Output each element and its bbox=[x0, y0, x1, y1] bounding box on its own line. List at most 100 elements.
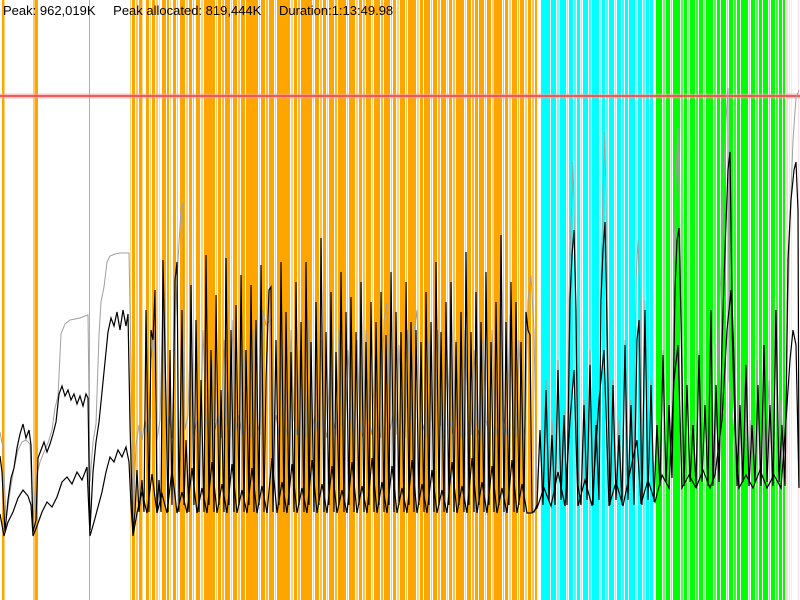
event-bar bbox=[487, 0, 491, 600]
event-bar bbox=[453, 0, 455, 600]
event-bar bbox=[663, 0, 665, 600]
event-bar bbox=[218, 0, 221, 600]
event-bar bbox=[35, 0, 38, 600]
event-bar bbox=[528, 0, 531, 600]
event-bar bbox=[717, 0, 720, 600]
event-bar bbox=[139, 0, 142, 600]
event-bar bbox=[146, 0, 149, 600]
peak-line-core bbox=[0, 95, 800, 97]
event-bar bbox=[581, 0, 582, 600]
event-bar bbox=[441, 0, 446, 600]
peak-stat: Peak: 962,019K bbox=[3, 3, 96, 18]
event-bar bbox=[132, 0, 135, 600]
event-bar bbox=[569, 0, 573, 600]
event-bar bbox=[756, 0, 758, 600]
event-bar bbox=[335, 0, 337, 600]
event-bar bbox=[180, 0, 185, 600]
event-bar bbox=[349, 0, 355, 600]
event-bar bbox=[650, 0, 653, 600]
event-bar bbox=[2, 0, 4, 600]
event-bar bbox=[397, 0, 399, 600]
event-bar bbox=[417, 0, 419, 600]
event-bar bbox=[356, 0, 358, 600]
event-bar bbox=[560, 0, 566, 600]
peak-allocated-stat: Peak allocated: 819,444K bbox=[113, 3, 262, 18]
event-bar bbox=[751, 0, 755, 600]
event-bar bbox=[690, 0, 695, 600]
event-bar bbox=[167, 0, 169, 600]
event-bar bbox=[261, 0, 265, 600]
event-bar bbox=[186, 0, 188, 600]
event-bar bbox=[338, 0, 346, 600]
event-bar bbox=[291, 0, 293, 600]
event-bar bbox=[494, 0, 502, 600]
event-bar bbox=[266, 0, 268, 600]
event-bar bbox=[374, 0, 380, 600]
event-bar bbox=[479, 0, 484, 600]
series-allocated-lower bbox=[0, 289, 800, 537]
event-bar bbox=[512, 0, 517, 600]
event-bar bbox=[408, 0, 416, 600]
event-bar bbox=[472, 0, 474, 600]
event-bar bbox=[791, 0, 792, 600]
event-bar bbox=[699, 0, 703, 600]
event-bar bbox=[617, 0, 621, 600]
event-bar bbox=[315, 0, 319, 600]
event-bar bbox=[275, 0, 276, 600]
event-bar bbox=[535, 0, 537, 600]
event-bar bbox=[347, 0, 348, 600]
event-bar bbox=[592, 0, 599, 600]
event-bar bbox=[518, 0, 519, 600]
event-bar bbox=[4, 0, 5, 600]
event-bar bbox=[438, 0, 440, 600]
event-bar bbox=[327, 0, 328, 600]
event-bar bbox=[779, 0, 782, 600]
event-bar bbox=[130, 0, 131, 600]
event-bar bbox=[525, 0, 527, 600]
event-bar bbox=[238, 0, 240, 600]
peak-line bbox=[0, 93, 800, 99]
event-bar bbox=[714, 0, 716, 600]
event-bar bbox=[706, 0, 713, 600]
event-bar bbox=[681, 0, 683, 600]
event-bar bbox=[505, 0, 508, 600]
event-bar bbox=[372, 0, 373, 600]
event-bar bbox=[646, 0, 649, 600]
event-bar bbox=[204, 0, 215, 600]
event-bar bbox=[688, 0, 689, 600]
event-bar bbox=[532, 0, 534, 600]
series-allocated-upper bbox=[0, 151, 800, 533]
event-bar bbox=[393, 0, 396, 600]
event-bar bbox=[298, 0, 300, 600]
event-bar bbox=[323, 0, 326, 600]
event-bar bbox=[381, 0, 383, 600]
event-bar bbox=[583, 0, 588, 600]
event-bar bbox=[684, 0, 687, 600]
event-bar bbox=[622, 0, 624, 600]
event-bar bbox=[783, 0, 785, 600]
event-bar bbox=[456, 0, 464, 600]
event-bar bbox=[152, 0, 155, 600]
event-bar bbox=[492, 0, 494, 600]
event-bar bbox=[384, 0, 390, 600]
event-bar bbox=[551, 0, 556, 600]
event-bar bbox=[433, 0, 437, 600]
event-bar bbox=[313, 0, 314, 600]
event-bar bbox=[420, 0, 423, 600]
event-bar bbox=[170, 0, 171, 600]
event-bar bbox=[142, 0, 143, 600]
event-bar bbox=[769, 0, 770, 600]
event-bar bbox=[574, 0, 576, 600]
event-bar bbox=[629, 0, 635, 600]
event-bar bbox=[737, 0, 740, 600]
event-bar bbox=[625, 0, 628, 600]
event-bar bbox=[193, 0, 194, 600]
event-bar bbox=[602, 0, 605, 600]
event-bar bbox=[577, 0, 580, 600]
event-bar bbox=[150, 0, 151, 600]
event-bar bbox=[136, 0, 138, 600]
event-bar bbox=[741, 0, 748, 600]
event-bar bbox=[615, 0, 616, 600]
event-bar bbox=[196, 0, 200, 600]
